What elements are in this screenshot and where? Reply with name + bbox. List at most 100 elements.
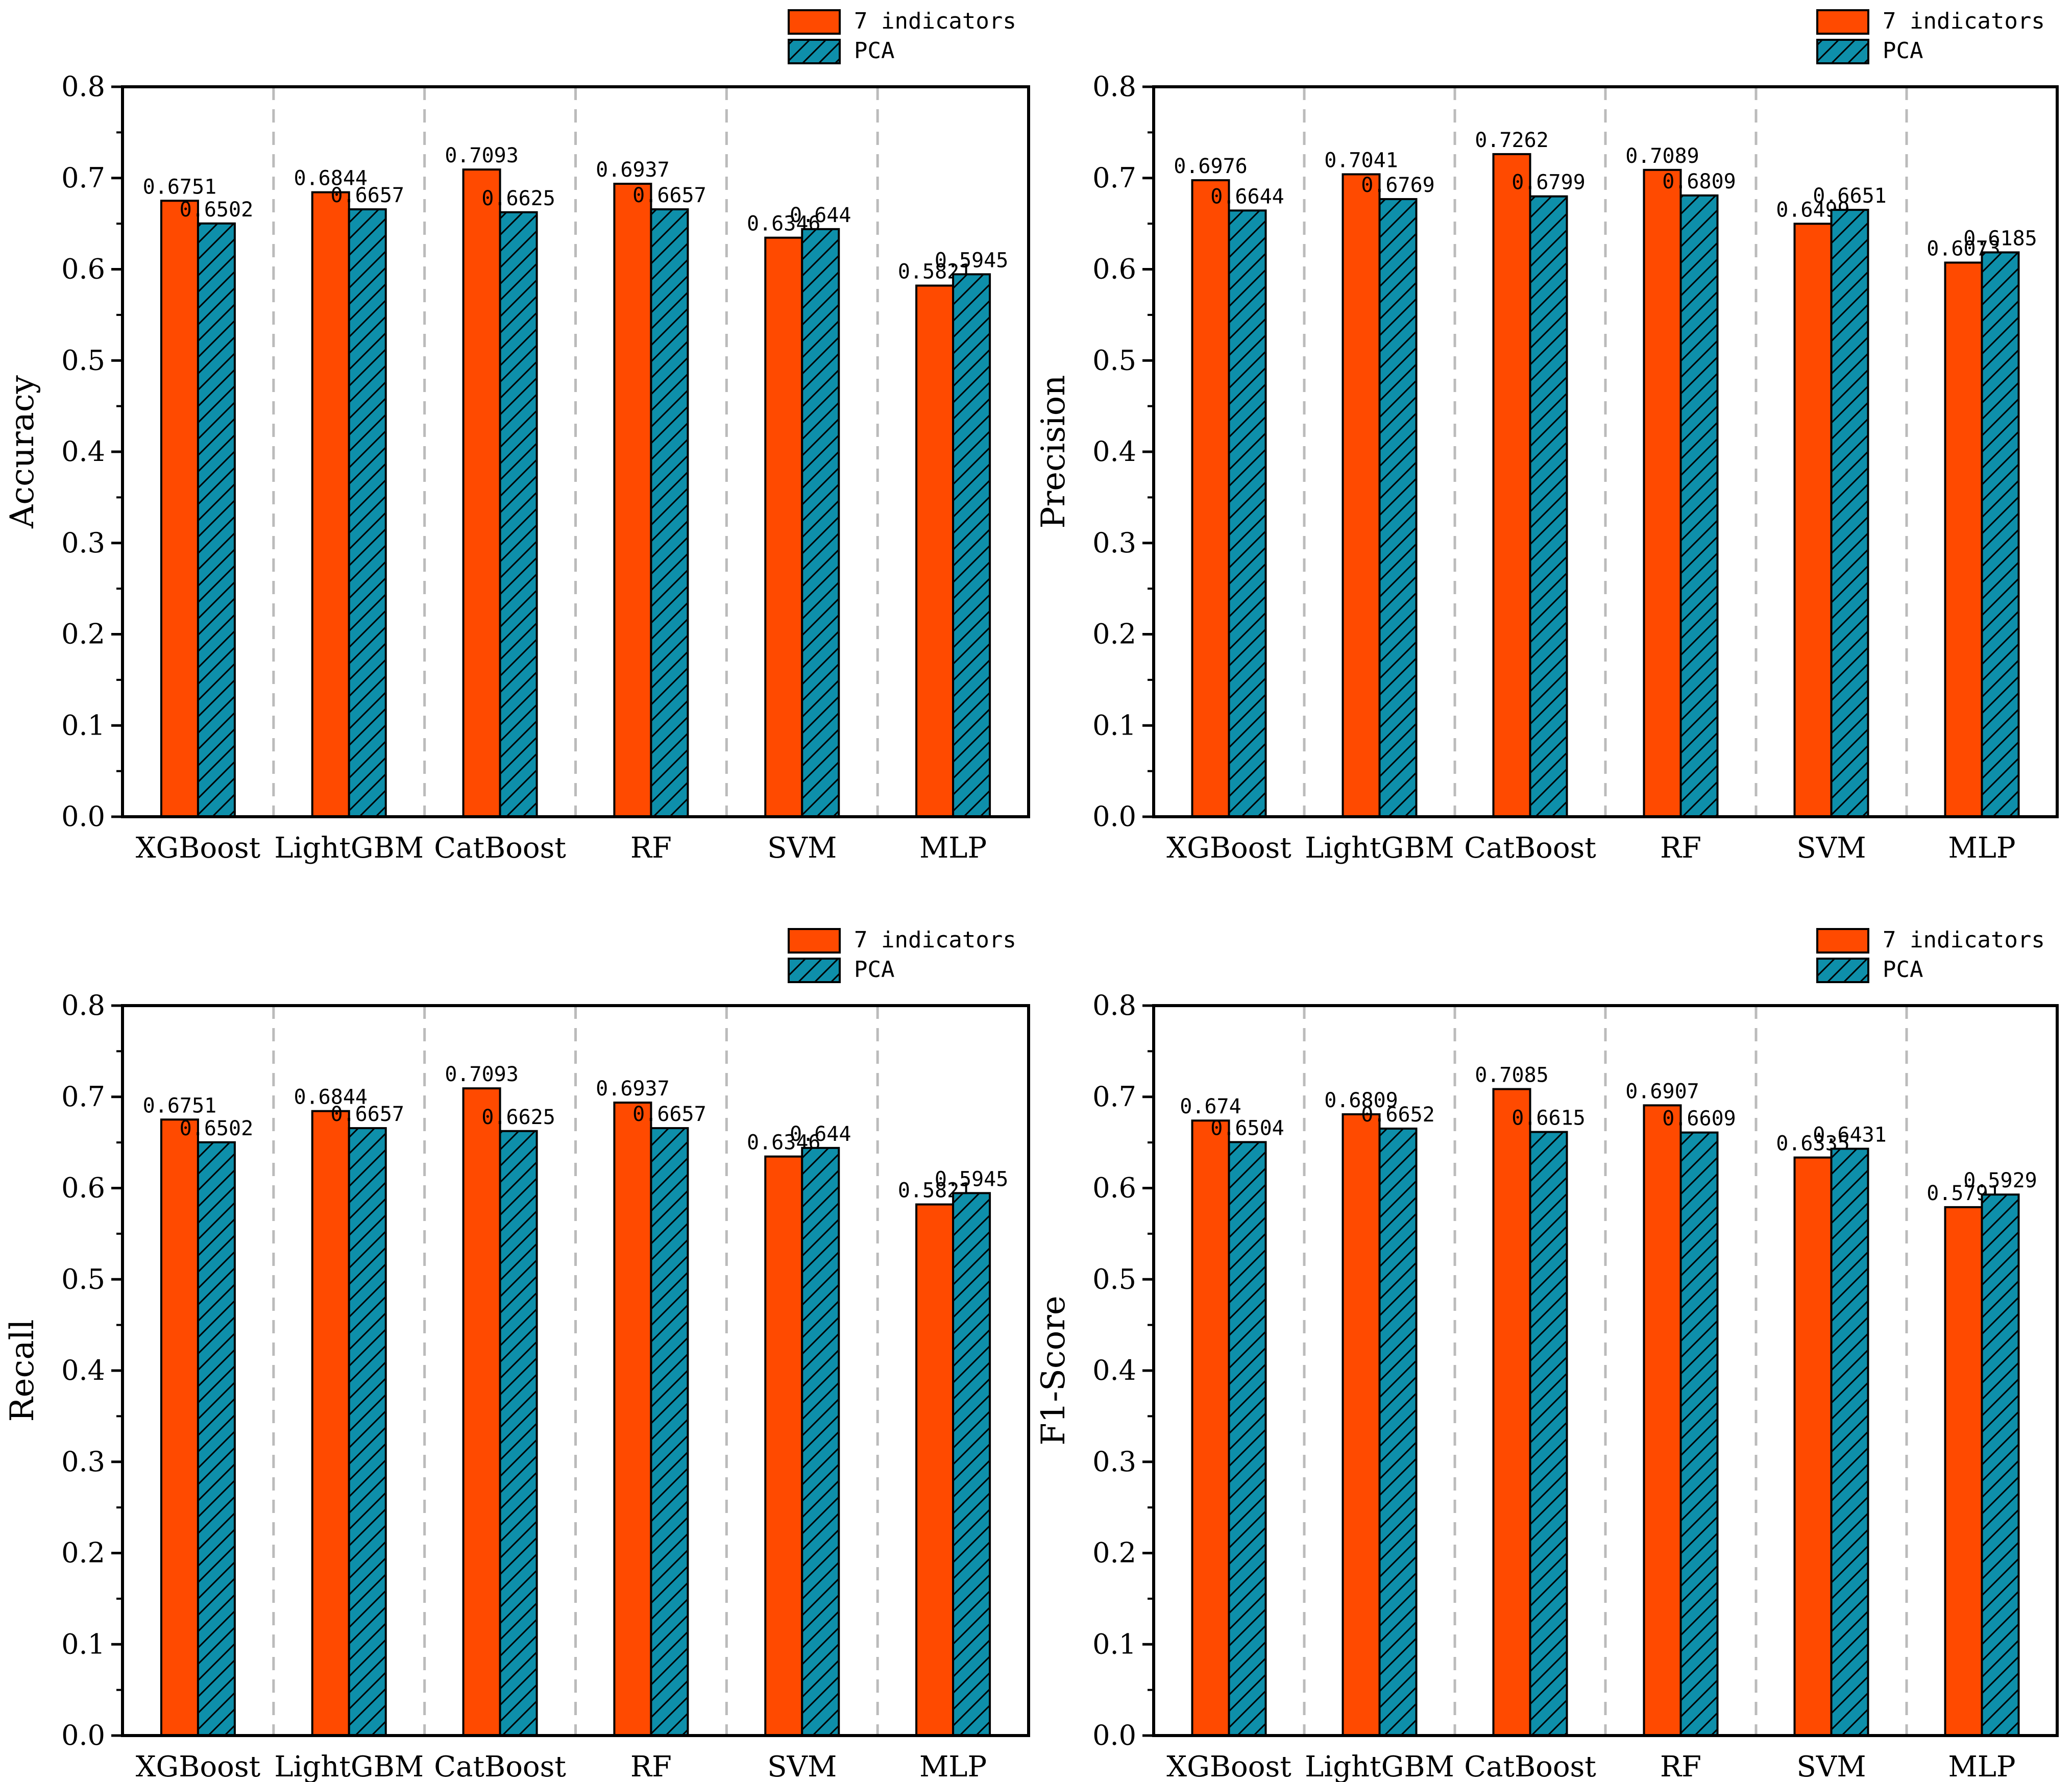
data-label: 0.6809 xyxy=(1324,1089,1398,1112)
bar-pca-rf xyxy=(1679,194,1719,818)
bar-pca-rf xyxy=(650,208,689,818)
data-label: 0.6844 xyxy=(294,167,368,190)
data-label: 0.6609 xyxy=(1662,1107,1736,1131)
bar-pca-lightgbm xyxy=(1378,198,1418,818)
y-tick-label: 0.7 xyxy=(1092,162,1136,194)
data-label: 0.6651 xyxy=(1813,184,1887,208)
y-tick-label: 0.1 xyxy=(1092,709,1136,741)
x-tick-label: XGBoost xyxy=(1166,832,1291,865)
y-tick-label: 0.0 xyxy=(61,1719,105,1751)
bar-pca-rf xyxy=(1679,1131,1719,1737)
axis-frame xyxy=(121,1004,1030,1737)
bar-pca-mlp xyxy=(952,273,991,818)
y-tick-label: 0.8 xyxy=(61,989,105,1021)
x-tick-label: LightGBM xyxy=(274,832,424,865)
x-tick-label: MLP xyxy=(919,832,987,865)
y-tick-label: 0.6 xyxy=(61,253,105,285)
y-tick-label: 0.0 xyxy=(1092,800,1136,833)
bar-indicators-catboost xyxy=(1492,153,1531,818)
legend-label-indicators: 7 indicators xyxy=(854,927,1016,953)
data-label: 0.6644 xyxy=(1210,185,1284,208)
x-tick-label: RF xyxy=(1660,1750,1701,1782)
legend-label-pca: PCA xyxy=(854,38,894,64)
y-tick-label: 0.3 xyxy=(1092,527,1136,559)
bar-pca-catboost xyxy=(499,211,538,818)
data-label: 0.6976 xyxy=(1174,155,1248,178)
x-tick-label: LightGBM xyxy=(274,1750,424,1782)
bar-pca-svm xyxy=(1830,209,1869,818)
bar-indicators-xgboost xyxy=(1191,179,1230,818)
axis-frame xyxy=(1152,1004,2059,1737)
data-label: 0.644 xyxy=(790,1122,851,1146)
x-tick-label: SVM xyxy=(1796,832,1866,865)
y-tick-label: 0.1 xyxy=(61,709,105,741)
legend-label-pca: PCA xyxy=(854,957,894,983)
y-tick-label: 0.5 xyxy=(61,344,105,376)
legend-swatch-pca xyxy=(788,958,841,983)
data-label: 0.644 xyxy=(790,204,851,227)
bar-indicators-mlp xyxy=(915,284,955,818)
bar-indicators-rf xyxy=(1643,168,1682,818)
y-tick-label: 0.4 xyxy=(61,435,105,468)
data-label: 0.7262 xyxy=(1475,129,1549,152)
data-label: 0.6657 xyxy=(331,184,405,207)
y-tick-label: 0.6 xyxy=(61,1172,105,1204)
data-label: 0.6809 xyxy=(1662,170,1736,193)
y-tick-label: 0.4 xyxy=(61,1354,105,1386)
bar-indicators-svm xyxy=(764,236,803,818)
bar-indicators-svm xyxy=(1793,223,1833,818)
bar-pca-xgboost xyxy=(197,1141,236,1737)
x-tick-label: XGBoost xyxy=(136,832,261,865)
bar-pca-svm xyxy=(801,1146,840,1737)
x-tick-label: XGBoost xyxy=(136,1750,261,1782)
x-tick-label: XGBoost xyxy=(1166,1750,1291,1782)
y-tick-label: 0.6 xyxy=(1092,1172,1136,1204)
bar-indicators-mlp xyxy=(1944,261,1983,818)
legend-label-indicators: 7 indicators xyxy=(854,8,1016,34)
bar-pca-lightgbm xyxy=(348,208,387,818)
bar-pca-catboost xyxy=(1529,195,1568,818)
data-label: 0.5945 xyxy=(935,1167,1009,1191)
y-axis-label: Recall xyxy=(4,1320,41,1422)
x-tick-label: CatBoost xyxy=(434,1750,566,1782)
data-label: 0.7093 xyxy=(445,144,519,167)
data-label: 0.5929 xyxy=(1963,1169,2037,1192)
y-tick-label: 0.3 xyxy=(61,1446,105,1478)
data-label: 0.6937 xyxy=(596,1077,670,1101)
bar-pca-xgboost xyxy=(197,222,236,818)
bar-indicators-rf xyxy=(1643,1104,1682,1737)
bar-pca-rf xyxy=(650,1127,689,1737)
data-label: 0.7093 xyxy=(445,1063,519,1086)
x-tick-label: MLP xyxy=(1948,1750,2015,1782)
data-label: 0.6937 xyxy=(596,158,670,182)
x-tick-label: SVM xyxy=(1796,1750,1866,1782)
legend-swatch-pca xyxy=(1816,39,1869,64)
y-tick-label: 0.8 xyxy=(1092,70,1136,103)
legend-label-pca: PCA xyxy=(1883,38,1923,64)
data-label: 0.7041 xyxy=(1324,149,1398,172)
x-tick-label: CatBoost xyxy=(434,832,566,865)
bar-indicators-xgboost xyxy=(1191,1119,1230,1737)
y-tick-label: 0.7 xyxy=(61,162,105,194)
bar-pca-lightgbm xyxy=(1378,1127,1418,1737)
x-tick-label: SVM xyxy=(767,1750,837,1782)
bar-indicators-xgboost xyxy=(160,1118,199,1737)
x-tick-label: SVM xyxy=(767,832,837,865)
bar-pca-lightgbm xyxy=(348,1127,387,1737)
data-label: 0.5945 xyxy=(935,249,1009,272)
y-tick-label: 0.7 xyxy=(1092,1081,1136,1113)
y-tick-label: 0.0 xyxy=(61,800,105,833)
x-tick-label: RF xyxy=(630,832,672,865)
y-tick-label: 0.5 xyxy=(61,1263,105,1295)
y-tick-label: 0.3 xyxy=(1092,1446,1136,1478)
x-tick-label: CatBoost xyxy=(1464,832,1596,865)
bar-pca-svm xyxy=(1830,1148,1869,1737)
bar-pca-catboost xyxy=(499,1130,538,1737)
y-tick-label: 0.2 xyxy=(1092,1537,1136,1569)
data-label: 0.6185 xyxy=(1963,227,2037,250)
chart-panel-bottom-left: 0.67510.6502XGBoost0.68440.6657LightGBM0… xyxy=(4,927,1030,1782)
data-label: 0.7089 xyxy=(1625,144,1699,168)
x-tick-label: MLP xyxy=(1948,832,2015,865)
bar-indicators-lightgbm xyxy=(1342,173,1381,818)
